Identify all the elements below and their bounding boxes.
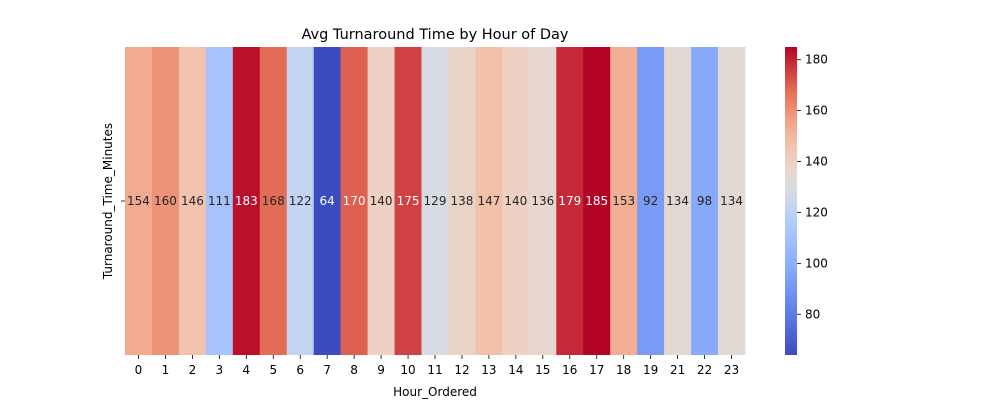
heatmap-cell (178, 47, 207, 355)
cell-value-label: 140 (370, 194, 393, 208)
x-axis-label: Hour_Ordered (393, 385, 477, 399)
heatmap-cell (529, 47, 557, 355)
x-tick-label: 13 (481, 363, 496, 377)
heatmap-cell (151, 47, 180, 355)
cell-value-label: 129 (424, 194, 447, 208)
heatmap-cell (637, 47, 665, 355)
colorbar-gradient (785, 47, 797, 355)
heatmap-cell (340, 47, 368, 355)
x-tick-label: 18 (616, 363, 631, 377)
x-tick-label: 9 (377, 363, 385, 377)
heatmap-cell (367, 47, 395, 355)
cell-value-label: 134 (720, 194, 743, 208)
heatmap-cell (394, 47, 422, 355)
x-tick-label: 16 (562, 363, 577, 377)
x-tick-label: 21 (670, 363, 685, 377)
cell-value-label: 134 (666, 194, 689, 208)
y-axis-label: Turnaround_Time_Minutes (101, 123, 115, 280)
x-tick-label: 6 (296, 363, 304, 377)
cell-value-label: 138 (451, 194, 474, 208)
colorbar-tick-label: 80 (805, 307, 820, 321)
cell-value-label: 153 (612, 194, 635, 208)
heatmap-cell (556, 47, 584, 355)
colorbar: 80 100 120 140 160 180 (785, 47, 828, 355)
x-tick-label: 19 (643, 363, 658, 377)
colorbar-ticks: 80 100 120 140 160 180 (797, 53, 828, 321)
cell-value-label: 111 (208, 194, 231, 208)
cell-value-label: 179 (558, 194, 581, 208)
cell-value-label: 122 (289, 194, 312, 208)
x-tick-label: 12 (454, 363, 469, 377)
cell-value-label: 183 (235, 194, 258, 208)
x-tick-label: 23 (724, 363, 739, 377)
heatmap-cell (313, 47, 341, 355)
heatmap-cell (583, 47, 611, 355)
cell-value-label: 160 (154, 194, 177, 208)
cell-value-label: 154 (127, 194, 150, 208)
cell-value-label: 147 (477, 194, 500, 208)
x-tick-label: 22 (697, 363, 712, 377)
heatmap-cells: 154 160 146 111 183 168 122 64 170 140 175 129 138 14… (125, 47, 746, 355)
cell-value-label: 64 (320, 194, 335, 208)
x-tick-label: 5 (269, 363, 277, 377)
x-tick-label: 10 (400, 363, 415, 377)
cell-value-label: 140 (504, 194, 527, 208)
x-tick-label: 14 (508, 363, 523, 377)
x-tick-label: 11 (427, 363, 442, 377)
cell-value-label: 146 (181, 194, 204, 208)
heatmap-cell (286, 47, 314, 355)
colorbar-tick-label: 180 (805, 53, 828, 67)
heatmap-cell (475, 47, 503, 355)
cell-value-label: 175 (397, 194, 420, 208)
cell-value-label: 92 (643, 194, 658, 208)
cell-value-label: 170 (343, 194, 366, 208)
heatmap-cell (448, 47, 476, 355)
heatmap-cell (691, 47, 719, 355)
cell-value-label: 98 (697, 194, 712, 208)
chart-title: Avg Turnaround Time by Hour of Day (301, 27, 568, 43)
x-tick-label: 4 (242, 363, 250, 377)
colorbar-tick-label: 140 (805, 155, 828, 169)
heatmap-cell (421, 47, 449, 355)
x-tick-label: 0 (135, 363, 143, 377)
heatmap-cell (664, 47, 692, 355)
heatmap-cell (232, 47, 261, 355)
heatmap-cell (502, 47, 530, 355)
x-tick-label: 2 (189, 363, 197, 377)
heatmap-cell (718, 47, 746, 355)
cell-value-label: 185 (585, 194, 608, 208)
colorbar-tick-label: 160 (805, 104, 828, 118)
colorbar-tick-label: 120 (805, 205, 828, 219)
cell-value-label: 136 (531, 194, 554, 208)
x-tick-label: 15 (535, 363, 550, 377)
x-tick-label: 7 (323, 363, 331, 377)
cell-value-label: 168 (262, 194, 285, 208)
x-tick-label: 3 (216, 363, 224, 377)
x-axis-ticks: 0 1 2 3 4 5 6 7 8 9 10 11 12 13 14 15 16 17 18 19 21 22 23 (135, 355, 739, 377)
heatmap-cell (259, 47, 288, 355)
x-tick-label: 17 (589, 363, 604, 377)
heatmap-cell (125, 47, 153, 355)
heatmap-cell (205, 47, 234, 355)
x-tick-label: 8 (350, 363, 358, 377)
heatmap-cell (610, 47, 638, 355)
colorbar-tick-label: 100 (805, 256, 828, 270)
x-tick-label: 1 (162, 363, 170, 377)
